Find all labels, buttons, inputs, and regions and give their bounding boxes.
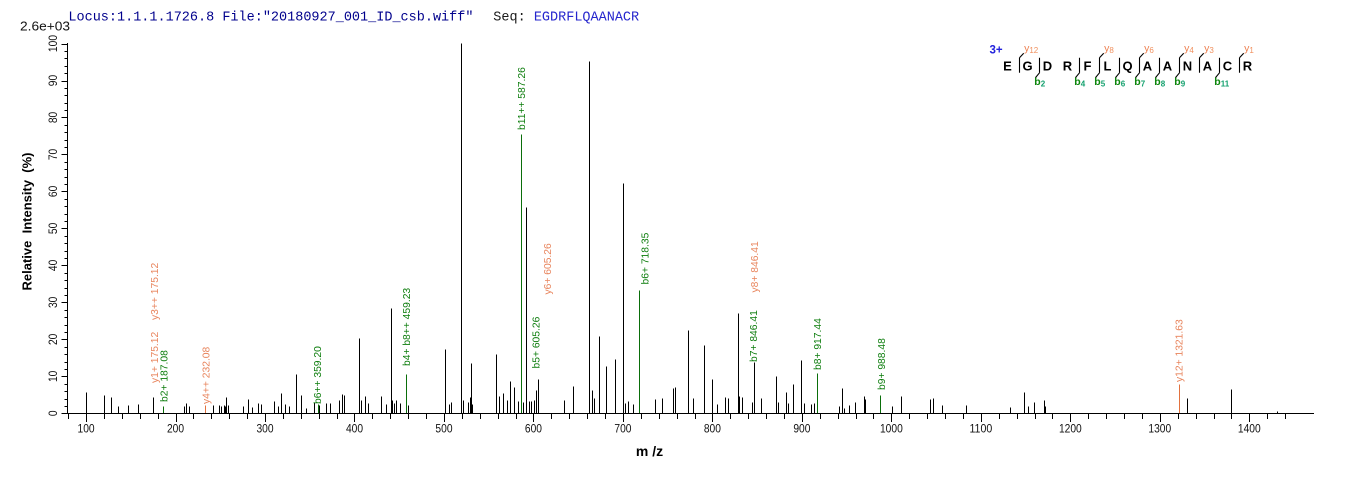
svg-text:20: 20: [46, 333, 60, 345]
svg-text:1100: 1100: [969, 422, 992, 436]
svg-text:y8: y8: [1104, 42, 1114, 55]
svg-text:y1+ 175.12: y1+ 175.12: [150, 331, 161, 383]
svg-text:R: R: [1063, 59, 1073, 74]
svg-text:b11: b11: [1214, 76, 1229, 89]
svg-text:A: A: [1203, 59, 1213, 74]
svg-text:b7+ 846.41: b7+ 846.41: [749, 310, 760, 362]
svg-text:D: D: [1043, 59, 1052, 74]
svg-text:b2+ 187.08: b2+ 187.08: [160, 350, 171, 402]
svg-text:b8+ 917.44: b8+ 917.44: [813, 318, 824, 370]
svg-text:b5+ 605.26: b5+ 605.26: [532, 316, 543, 368]
svg-text:Seq: EGDRFLQAANACR: Seq: EGDRFLQAANACR: [493, 11, 639, 26]
svg-text:y12: y12: [1024, 42, 1039, 55]
svg-text:G: G: [1022, 59, 1032, 74]
svg-text:b9: b9: [1174, 76, 1185, 89]
svg-text:800: 800: [704, 422, 721, 436]
svg-text:300: 300: [256, 422, 273, 436]
svg-text:m /z: m /z: [636, 443, 663, 459]
svg-text:b8: b8: [1154, 76, 1165, 89]
svg-text:b4: b4: [1074, 76, 1085, 89]
svg-text:y3++ 175.12: y3++ 175.12: [150, 262, 161, 320]
svg-text:60: 60: [46, 185, 60, 197]
svg-text:3+: 3+: [990, 44, 1003, 56]
svg-text:Q: Q: [1122, 59, 1132, 74]
svg-text:70: 70: [46, 148, 60, 160]
svg-text:y12+ 1321.63: y12+ 1321.63: [1175, 319, 1186, 382]
svg-text:b4+ b8++ 459.23: b4+ b8++ 459.23: [402, 288, 413, 366]
svg-text:C: C: [1223, 59, 1233, 74]
svg-text:b6++ 359.20: b6++ 359.20: [313, 346, 324, 404]
svg-text:10: 10: [46, 370, 60, 382]
svg-text:500: 500: [435, 422, 452, 436]
svg-text:80: 80: [46, 112, 60, 124]
svg-text:E: E: [1003, 59, 1012, 74]
svg-text:L: L: [1104, 59, 1112, 74]
svg-text:y4++ 232.08: y4++ 232.08: [202, 346, 213, 404]
svg-text:A: A: [1143, 59, 1153, 74]
svg-text:Relative Intensity (%): Relative Intensity (%): [20, 153, 35, 291]
svg-text:1300: 1300: [1148, 422, 1171, 436]
svg-text:0: 0: [46, 410, 60, 416]
svg-text:50: 50: [46, 222, 60, 234]
svg-text:1000: 1000: [880, 422, 903, 436]
svg-text:y1: y1: [1244, 42, 1254, 55]
svg-text:90: 90: [46, 75, 60, 87]
svg-text:y3: y3: [1204, 42, 1214, 55]
svg-text:100: 100: [78, 422, 95, 436]
svg-text:b6+ 718.35: b6+ 718.35: [641, 232, 652, 284]
svg-text:900: 900: [793, 422, 810, 436]
svg-text:200: 200: [167, 422, 184, 436]
svg-text:1200: 1200: [1059, 422, 1082, 436]
svg-text:F: F: [1084, 59, 1092, 74]
svg-text:600: 600: [525, 422, 542, 436]
svg-text:b9+ 988.48: b9+ 988.48: [877, 338, 888, 390]
svg-text:A: A: [1163, 59, 1173, 74]
svg-text:700: 700: [614, 422, 631, 436]
svg-text:Locus:1.1.1.1726.8 File:"20180: Locus:1.1.1.1726.8 File:"20180927_001_ID…: [68, 11, 473, 26]
svg-text:2.6e+03: 2.6e+03: [20, 19, 70, 34]
svg-text:R: R: [1243, 59, 1253, 74]
svg-text:b2: b2: [1034, 76, 1045, 89]
svg-text:y4: y4: [1184, 42, 1194, 55]
svg-text:y8+ 846.41: y8+ 846.41: [750, 241, 761, 293]
svg-text:b11++ 587.26: b11++ 587.26: [517, 67, 528, 130]
svg-text:b7: b7: [1134, 76, 1145, 89]
svg-text:b5: b5: [1094, 76, 1105, 89]
svg-text:30: 30: [46, 296, 60, 308]
svg-text:40: 40: [46, 259, 60, 271]
svg-text:400: 400: [346, 422, 363, 436]
svg-text:100: 100: [46, 35, 60, 52]
svg-text:1400: 1400: [1238, 422, 1261, 436]
svg-text:b6: b6: [1114, 76, 1125, 89]
svg-text:y6: y6: [1144, 42, 1154, 55]
svg-text:y6+ 605.26: y6+ 605.26: [543, 243, 554, 295]
svg-text:N: N: [1183, 59, 1192, 74]
